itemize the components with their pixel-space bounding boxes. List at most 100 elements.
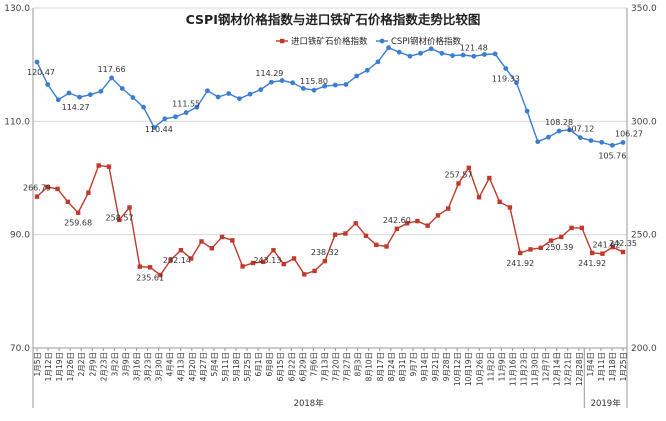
- iron-ore-point: [281, 261, 286, 267]
- iron-ore-point: [548, 238, 554, 243]
- iron-ore-point: [394, 226, 400, 231]
- series-line-iron-ore: [36, 164, 624, 276]
- x-tick-label: 4月4日: [166, 352, 175, 377]
- legend-entry: 进口铁矿石价格指数: [291, 36, 368, 47]
- x-tick-label: 5月18日: [232, 352, 241, 381]
- x-tick-label: 3月30日: [155, 352, 164, 381]
- iron-ore-point: [435, 213, 441, 218]
- data-label: 241.92: [506, 259, 534, 268]
- series-line-cspi: [36, 46, 624, 147]
- x-tick-label: 1月25日: [619, 352, 628, 381]
- iron-ore-point: [343, 231, 348, 236]
- x-tick-label: 1月11日: [597, 352, 606, 381]
- iron-ore-point: [271, 248, 276, 253]
- cspi-point: [588, 138, 594, 144]
- x-tick-label: 5月11日: [221, 352, 230, 381]
- cspi-point: [567, 127, 573, 133]
- y-right-tick-label: 300.0: [631, 117, 657, 127]
- cspi-point: [396, 49, 402, 55]
- cspi-point: [45, 82, 51, 87]
- data-label: 119.33: [492, 74, 520, 83]
- data-label: 111.55: [172, 100, 200, 109]
- x-tick-label: 9月28日: [442, 352, 451, 381]
- data-label: 259.68: [64, 219, 92, 228]
- cspi-point: [247, 91, 253, 97]
- iron-ore-point: [589, 250, 595, 256]
- data-label: 232.14: [163, 256, 191, 265]
- cspi-point: [194, 104, 200, 110]
- iron-ore-point: [487, 175, 492, 181]
- x-tick-label: 10月12日: [453, 352, 462, 386]
- iron-ore-point: [456, 181, 461, 186]
- iron-ore-point: [404, 221, 410, 226]
- x-tick-label: 2月23日: [99, 352, 108, 381]
- y-right-tick-label: 250.0: [631, 231, 657, 241]
- data-label: 266.79: [23, 184, 51, 193]
- data-label: 105.76: [598, 151, 626, 160]
- iron-ore-point: [332, 232, 338, 237]
- x-tick-label: 12月21日: [564, 352, 573, 386]
- iron-ore-point: [178, 248, 184, 253]
- iron-ore-point: [569, 225, 574, 231]
- x-tick-label: 3月2日: [110, 352, 119, 377]
- x-tick-label: 10月26日: [475, 352, 484, 386]
- cspi-point: [503, 66, 509, 71]
- cspi-point: [482, 52, 487, 57]
- data-labels: 266.79 259.68 258.57 235.61 232.14 243.13 238.…: [23, 43, 643, 282]
- x-tick-label: 8月10日: [365, 352, 374, 381]
- x-tick-label: 9月7日: [409, 352, 418, 377]
- cspi-point: [322, 83, 328, 89]
- iron-ore-point: [240, 264, 245, 269]
- x-tick-label: 7月27日: [343, 352, 352, 381]
- data-label: 106.27: [615, 129, 643, 138]
- legend-marker: [280, 38, 285, 44]
- x-tick-label: 3月16日: [133, 352, 142, 381]
- iron-ore-point: [230, 238, 235, 243]
- iron-ore-point: [65, 199, 71, 204]
- cspi-point: [546, 134, 551, 140]
- data-label: 242.60: [383, 216, 411, 225]
- iron-ore-point: [353, 221, 358, 226]
- cspi-point: [55, 97, 61, 103]
- data-label: 117.66: [98, 65, 126, 74]
- cspi-point: [354, 73, 360, 79]
- cspi-point: [524, 108, 530, 114]
- cspi-point: [119, 86, 125, 91]
- cspi-point: [535, 139, 541, 145]
- iron-ore-point: [55, 186, 60, 192]
- iron-ore-point: [34, 194, 40, 199]
- y-left-tick-label: 130.0: [4, 4, 30, 14]
- cspi-point: [290, 80, 296, 86]
- iron-ore-point: [250, 260, 256, 266]
- cspi-point: [77, 94, 83, 100]
- iron-ore-point: [168, 257, 173, 263]
- cspi-point: [162, 116, 168, 122]
- y-right-tick-label: 350.0: [631, 4, 657, 14]
- data-label: 114.29: [255, 69, 283, 78]
- iron-ore-point: [260, 259, 266, 265]
- x-tick-label: 10月19日: [464, 352, 473, 386]
- cspi-point: [364, 67, 370, 73]
- iron-ore-point: [322, 258, 328, 264]
- data-label: 121.48: [460, 43, 488, 52]
- x-tick-labels: 1月5日 1月12日 1月19日 1月26日 2月2日 2月9日 2月23日 3月2日 3月9日…: [33, 352, 628, 386]
- cspi-point: [460, 52, 466, 58]
- cspi-point: [151, 125, 157, 130]
- iron-ore-point: [466, 165, 471, 170]
- iron-ore-point: [476, 195, 482, 200]
- cspi-point: [599, 139, 605, 145]
- cspi-point: [311, 87, 317, 93]
- cspi-point: [407, 53, 413, 59]
- x-tick-label: 9月21日: [431, 352, 440, 381]
- x-tick-label: 8月3日: [354, 352, 363, 377]
- x-tick-label: 11月2日: [486, 352, 495, 381]
- x-tick-label: 4月13日: [177, 352, 186, 381]
- x-tick-label: 6月8日: [265, 352, 274, 377]
- grid-lines: [33, 7, 627, 349]
- cspi-point: [183, 110, 189, 115]
- iron-ore-point: [497, 199, 502, 204]
- x-tick-label: 7月6日: [309, 352, 318, 377]
- iron-ore-point: [446, 206, 451, 211]
- iron-ore-point: [620, 249, 626, 255]
- x-tick-label: 1月5日: [33, 352, 42, 377]
